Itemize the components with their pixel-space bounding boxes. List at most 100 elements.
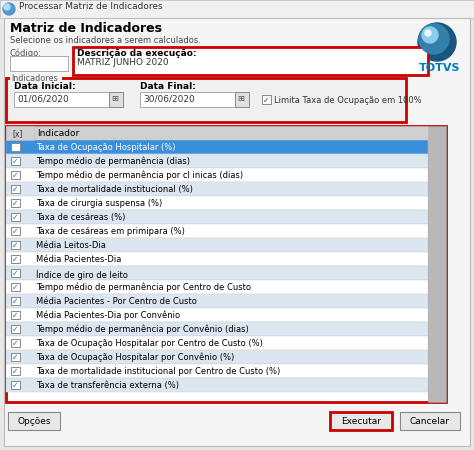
Bar [6,126,34,140]
Text: Cancelar: Cancelar [410,417,450,426]
Bar [6,252,428,266]
Text: Tempo médio de permanência (dias): Tempo médio de permanência (dias) [36,157,190,166]
Text: ✓: ✓ [12,227,18,236]
Bar [6,140,428,154]
Bar [10,56,68,71]
Text: Taxa de Ocupação Hospitalar por Centro de Custo (%): Taxa de Ocupação Hospitalar por Centro d… [36,339,263,348]
Text: 30/06/2020: 30/06/2020 [143,94,195,103]
Text: ✓: ✓ [12,241,18,250]
Bar [11,311,20,319]
Text: Média Leitos-Dia: Média Leitos-Dia [36,241,106,250]
Text: [x]: [x] [12,129,22,138]
Text: ✓: ✓ [12,199,18,208]
Text: ✓: ✓ [12,367,18,376]
Bar [11,255,20,263]
Bar [11,157,20,165]
Text: Taxa de cirurgia suspensa (%): Taxa de cirurgia suspensa (%) [36,199,162,208]
Text: Processar Matriz de Indicadores: Processar Matriz de Indicadores [19,2,163,11]
Bar [11,171,20,179]
Text: ✓: ✓ [12,297,18,306]
Bar [6,280,428,294]
Text: Indicadores: Indicadores [11,74,58,83]
Bar [262,95,271,104]
Text: ✓: ✓ [12,381,18,390]
Text: ✓: ✓ [12,339,18,348]
Text: Executar: Executar [341,417,381,426]
Bar [11,213,20,221]
Bar [10,77,62,85]
Text: Média Pacientes-Dia: Média Pacientes-Dia [36,255,121,264]
Bar [6,364,428,378]
Bar [11,325,20,333]
Bar [6,224,428,238]
Bar [6,308,428,322]
Text: Taxa de cesáreas (%): Taxa de cesáreas (%) [36,213,126,222]
Text: ✓: ✓ [12,171,18,180]
Circle shape [3,3,15,15]
Text: Taxa de transferência externa (%): Taxa de transferência externa (%) [36,381,179,390]
Text: ✓: ✓ [12,255,18,264]
Bar [400,412,460,430]
Bar [428,126,446,402]
Text: ✓: ✓ [12,353,18,362]
Bar [6,126,428,140]
Text: ✓: ✓ [12,325,18,334]
Text: Índice de giro de leito: Índice de giro de leito [36,269,128,279]
Text: Tempo médio de permanência por cl inicas (dias): Tempo médio de permanência por cl inicas… [36,171,243,180]
Bar [10,56,68,71]
Text: ✓: ✓ [12,185,18,194]
Text: ✓: ✓ [263,96,269,105]
Text: Média Pacientes - Por Centro de Custo: Média Pacientes - Por Centro de Custo [36,297,197,306]
Text: Matriz de Indicadores: Matriz de Indicadores [10,22,162,35]
Bar [0,0,474,18]
Text: Taxa de mortalidade institucional (%): Taxa de mortalidade institucional (%) [36,185,193,194]
Text: TOTVS: TOTVS [419,63,461,73]
Text: Tempo médio de permanência por Centro de Custo: Tempo médio de permanência por Centro de… [36,283,251,292]
Circle shape [418,23,456,61]
Bar [140,92,235,107]
Bar [14,92,109,107]
Text: ✓: ✓ [12,269,18,278]
Bar [11,185,20,193]
Bar [11,283,20,291]
Text: MATRIZ JUNHO 2020: MATRIZ JUNHO 2020 [77,58,169,67]
Circle shape [419,24,449,54]
Bar [11,381,20,389]
Bar [6,336,428,350]
Bar [11,241,20,249]
Text: Média Pacientes-Dia por Convênio: Média Pacientes-Dia por Convênio [36,311,180,320]
Text: Data Final:: Data Final: [140,82,196,91]
Bar [6,238,428,252]
Text: Descrição da execução:: Descrição da execução: [77,49,197,58]
Bar [73,47,428,75]
Bar [11,367,20,375]
Text: ✓: ✓ [12,157,18,166]
Text: Código:: Código: [10,48,42,58]
Bar [109,92,123,107]
Bar [6,322,428,336]
Bar [6,126,446,402]
Text: ✓: ✓ [12,283,18,292]
Text: ✓: ✓ [12,213,18,222]
Bar [6,154,428,168]
Text: ✓: ✓ [12,311,18,320]
Circle shape [422,27,438,43]
Text: Data Inicial:: Data Inicial: [14,82,76,91]
Text: Taxa de mortalidade institucional por Centro de Custo (%): Taxa de mortalidade institucional por Ce… [36,367,280,376]
Text: Taxa de Ocupação Hospitalar por Convênio (%): Taxa de Ocupação Hospitalar por Convênio… [36,353,234,363]
Bar [11,339,20,347]
Circle shape [4,4,10,10]
Bar [235,92,249,107]
Bar [11,297,20,305]
Bar [6,78,406,122]
Bar [11,269,20,277]
Bar [6,196,428,210]
Bar [330,412,392,430]
Bar [6,168,428,182]
Text: Opções: Opções [17,417,51,426]
Bar [11,353,20,361]
Text: Limita Taxa de Ocupação em 100%: Limita Taxa de Ocupação em 100% [274,96,422,105]
Text: Taxa de cesáreas em primipara (%): Taxa de cesáreas em primipara (%) [36,227,185,236]
Circle shape [425,30,431,36]
Text: Selecione os indicadores a serem calculados.: Selecione os indicadores a serem calcula… [10,36,201,45]
